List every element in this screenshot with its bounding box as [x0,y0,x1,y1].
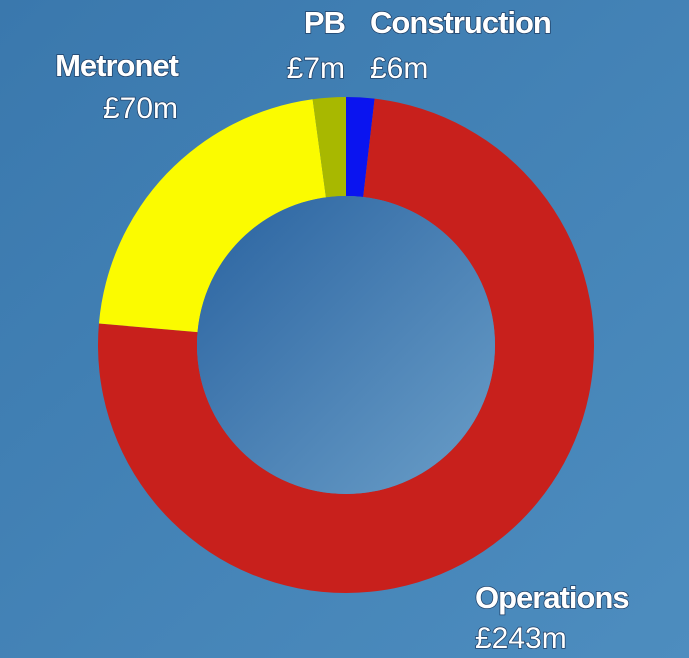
slice-label: Construction [370,5,551,40]
slice-label: Metronet [55,48,179,83]
donut-slice [312,97,346,198]
slice-value-label: £6m [370,52,428,85]
donut-slice [98,99,326,333]
slice-label: PB [304,5,345,40]
donut-slice [346,97,375,197]
slice-value-label: £243m [475,622,567,655]
slice-value-label: £70m [103,92,178,125]
donut-hole [197,196,495,494]
slice-label: Operations [475,580,629,615]
slice-value-label: £7m [287,52,345,85]
donut-slice [98,98,594,593]
